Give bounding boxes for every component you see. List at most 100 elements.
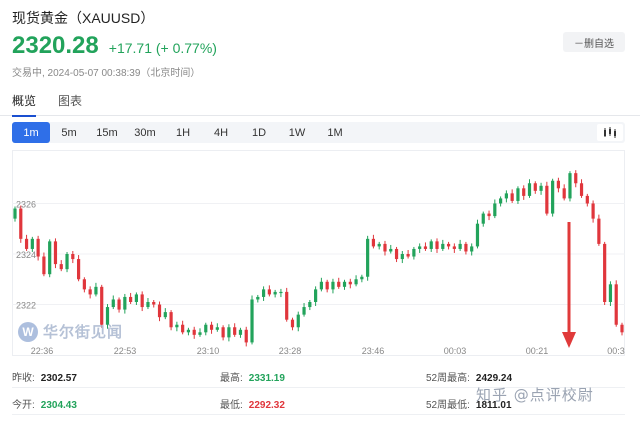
candle-body [42,256,46,275]
stat-52w-low: 52周最低: 1811.01 [426,400,512,411]
candle-body [389,248,393,252]
candle-body [446,243,451,247]
candle-body [406,254,410,257]
candle-body [429,241,433,249]
candle-body [308,302,312,308]
stats-row: 今开: 2304.43 最低: 2292.32 52周最低: 1811.01 [12,390,625,415]
candle-body [221,327,225,338]
candle-body [152,302,156,305]
candle-body [585,195,589,204]
candle-body [562,188,566,199]
candle-body [290,319,295,328]
candle-body [418,246,422,249]
period-4h[interactable]: 4H [213,126,229,139]
candle-body [30,238,34,249]
candle-body [19,208,23,239]
chart-type-button[interactable] [597,124,623,141]
y-tick-label: 2324 [16,250,36,260]
period-30m[interactable]: 30m [134,126,156,139]
candle-body [366,238,370,277]
x-tick-label: 00:21 [526,346,549,356]
period-selector: 1m 5m 15m 30m 1H 4H 1D 1W 1M [12,122,354,143]
candle-body [233,327,237,335]
candle-body [545,185,549,214]
stats-row: 昨收: 2302.57 最高: 2331.19 52周最高: 2429.24 [12,363,625,388]
candle-body [614,284,618,325]
x-tick-label: 23:46 [362,346,385,356]
candle-body [65,254,69,270]
x-tick-label: 00:03 [444,346,467,356]
watermark-logo-icon: W [18,321,38,342]
annotation-arrow-head [562,332,576,348]
candle-body [377,243,381,247]
candle-body [435,241,439,249]
period-1mo[interactable]: 1M [327,126,343,139]
candle-body [574,173,578,184]
candle-body [597,218,601,244]
candle-body [105,307,110,325]
candle-body [279,291,283,294]
candle-body [354,279,358,285]
candle-body [533,183,537,191]
candle-body [360,276,364,280]
candle-body [423,246,428,249]
watermark: W 华尔街见闻 [18,321,123,342]
candle-body [319,281,323,290]
candle-body [198,332,202,335]
chart-frame [12,150,625,356]
candle-body [325,281,329,290]
candle-body [117,299,121,310]
stat-high: 最高: 2331.19 [220,373,285,384]
candle-body [556,180,561,189]
candle-body [192,329,196,335]
y-tick-label: 2322 [16,301,36,311]
candle-body [412,248,416,257]
view-tabs: 概览 图表 [12,92,104,117]
candle-body [169,312,173,328]
trading-status: 交易中, 2024-05-07 00:38:39（北京时间） [12,68,201,79]
candle-body [342,281,347,287]
candle-body [464,243,468,252]
candle-body [568,173,572,199]
candle-body [504,193,508,199]
candle-body [527,183,532,196]
candle-body [244,329,248,343]
price-change: +17.71 (+ 0.77%) [108,40,217,56]
x-tick-label: 22:53 [114,346,137,356]
period-toolbar [12,122,625,143]
candle-body [579,183,584,196]
candle-body [302,307,306,315]
candle-body [140,294,144,308]
candle-body [36,238,40,257]
candle-body [53,241,58,265]
price-chart[interactable]: 2322 2324 2326 22:36 22:53 23:10 23:28 23:46 00:… [12,150,625,356]
period-15m[interactable]: 15m [96,126,118,139]
candle-body [273,291,277,295]
candle-body [458,243,462,249]
candle-body [475,223,480,247]
candle-body [238,329,243,335]
candle-body [516,188,520,201]
candle-body [608,284,613,302]
period-5m[interactable]: 5m [61,126,77,139]
candle-body [48,241,52,275]
period-1d[interactable]: 1D [251,126,267,139]
candle-body [186,329,191,333]
period-1w[interactable]: 1W [288,126,306,139]
tab-divider [0,115,640,116]
source-watermark: 知乎 @点评校尉 [476,386,594,404]
x-tick-label: 00:3 [607,346,625,356]
tab-chart[interactable]: 图表 [58,94,83,108]
period-1m[interactable]: 1m [12,122,50,143]
candle-body [285,291,289,320]
candle-body [371,238,376,247]
candle-body [134,294,138,302]
candle-body [499,198,503,204]
candle-body [76,259,81,280]
price-row: 2320.28 +17.71 (+ 0.77%) [12,32,217,60]
candle-body [123,296,127,310]
period-1h[interactable]: 1H [175,126,191,139]
tab-overview[interactable]: 概览 [12,92,37,117]
remove-watchlist-button[interactable]: －删自选 [563,32,625,52]
x-tick-label: 23:10 [197,346,220,356]
